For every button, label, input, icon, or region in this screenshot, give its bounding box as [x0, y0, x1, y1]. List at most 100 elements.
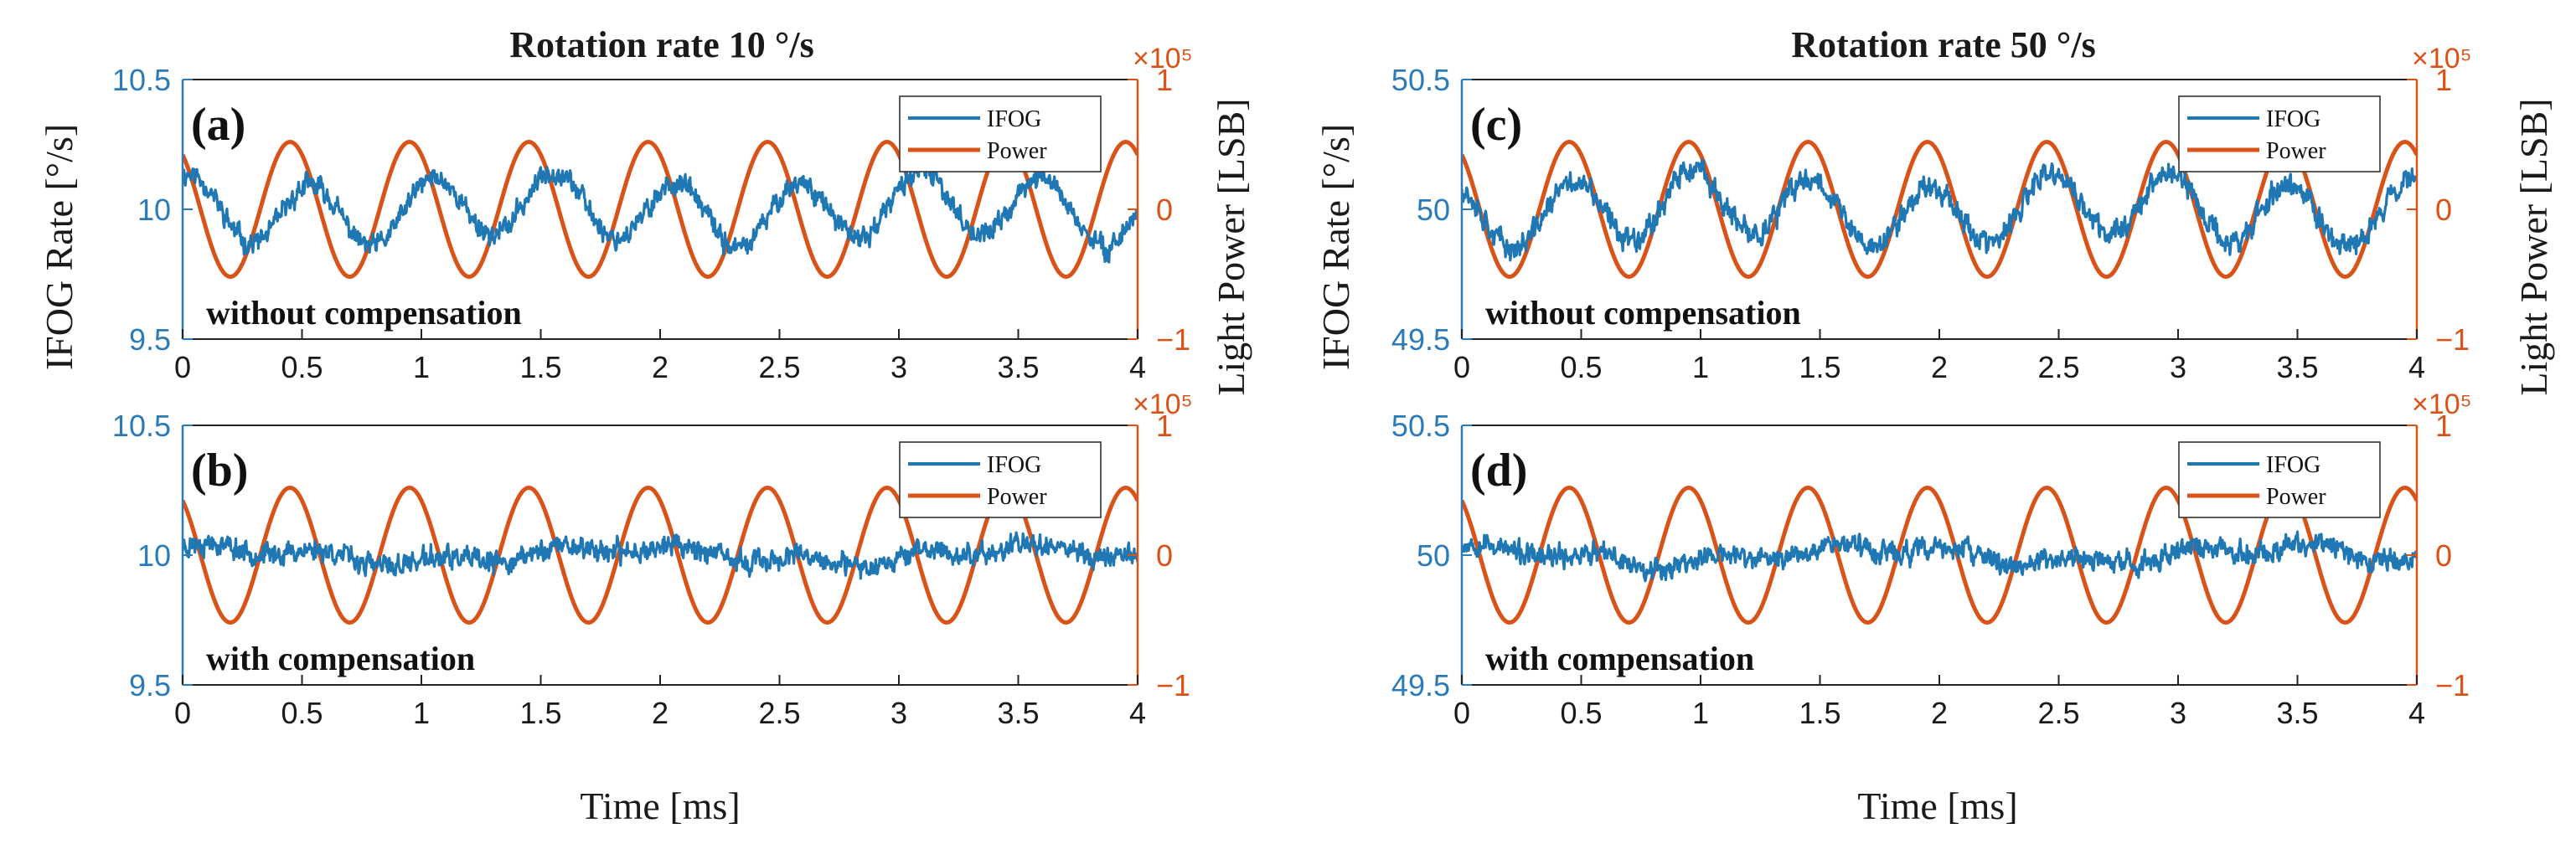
- right-ylabel-right-column: Light Power [LSB]: [2512, 98, 2555, 395]
- legend-power-label: Power: [987, 484, 1047, 510]
- panel-annotation: with compensation: [1485, 640, 1754, 677]
- legend-box: [2178, 441, 2381, 518]
- left-y-tick-label: 49.5: [1391, 668, 1450, 702]
- panel-label: (d): [1470, 445, 1527, 497]
- plot-area: [183, 139, 1138, 280]
- right-axis-exponent: ×10⁵: [1133, 389, 1193, 420]
- x-tick-label: 4: [2408, 350, 2425, 384]
- ifog-series-line: [1462, 158, 2417, 262]
- legend-ifog-label: IFOG: [987, 452, 1041, 478]
- right-y-tick-label: 0: [1156, 193, 1173, 227]
- legend-box: [2178, 95, 2381, 172]
- legend: IFOG Power: [2178, 441, 2381, 518]
- x-tick-label: 1.5: [519, 350, 561, 384]
- x-tick-label: 0.5: [1560, 350, 1602, 384]
- left-ylabel-left-column: IFOG Rate [°/s]: [38, 124, 80, 370]
- x-tick-label: 3: [2170, 350, 2186, 384]
- legend-power-label: Power: [2266, 484, 2326, 510]
- x-tick-label: 2: [1931, 350, 1948, 384]
- power-series-line: [183, 485, 1138, 625]
- panel-c: 0 0.5 1 1.5 2 2.5 3 3.5 449.55050.5−101×10⁵(c)wi…: [1391, 43, 2472, 384]
- left-column-title: Rotation rate 10 °/s: [509, 24, 813, 65]
- right-y-tick-label: 1: [1156, 409, 1173, 443]
- xlabel-left-column: Time [ms]: [580, 785, 740, 827]
- x-tick-label: 0.5: [281, 350, 323, 384]
- x-tick-label: 2.5: [2037, 696, 2079, 730]
- panel-annotation: with compensation: [206, 640, 475, 677]
- ifog-series-line: [1462, 530, 2417, 583]
- x-tick-label: 1.5: [1799, 696, 1840, 730]
- panel-label: (a): [191, 99, 245, 151]
- x-tick-label: 3.5: [2276, 350, 2318, 384]
- legend-box: [899, 441, 1102, 518]
- right-axis-exponent: ×10⁵: [1133, 43, 1193, 75]
- legend-box: [899, 95, 1102, 172]
- power-series-line: [183, 139, 1138, 280]
- legend-ifog-label: IFOG: [987, 106, 1041, 132]
- x-tick-label: 2: [652, 350, 669, 384]
- right-y-tick-label: −1: [1156, 322, 1190, 357]
- legend-ifog-label: IFOG: [2266, 106, 2320, 132]
- x-tick-label: 0: [1453, 696, 1470, 730]
- panel-label: (b): [191, 445, 248, 497]
- right-y-tick-label: 0: [1156, 538, 1173, 573]
- x-tick-label: 3: [891, 350, 907, 384]
- x-tick-label: 3.5: [997, 350, 1039, 384]
- x-tick-label: 3: [2170, 696, 2186, 730]
- plot-area: [183, 485, 1138, 625]
- legend: IFOG Power: [2178, 95, 2381, 172]
- left-y-tick-label: 50: [1417, 538, 1450, 573]
- panel-d: 0 0.5 1 1.5 2 2.5 3 3.5 449.55050.5−101×10⁵(d)wi…: [1391, 389, 2472, 730]
- x-tick-label: 2.5: [758, 350, 800, 384]
- right-y-tick-label: 1: [2435, 409, 2452, 443]
- left-y-tick-label: 50.5: [1391, 409, 1450, 443]
- right-ylabel-left-column: Light Power [LSB]: [1210, 98, 1252, 395]
- x-tick-label: 2.5: [2037, 350, 2079, 384]
- right-y-tick-label: −1: [2435, 668, 2470, 702]
- right-y-tick-label: −1: [1156, 668, 1190, 702]
- x-tick-label: 3: [891, 696, 907, 730]
- left-y-tick-label: 10: [137, 193, 171, 227]
- left-y-tick-label: 50.5: [1391, 63, 1450, 97]
- left-y-tick-label: 10.5: [112, 409, 171, 443]
- x-tick-label: 0.5: [1560, 696, 1602, 730]
- left-y-tick-label: 9.5: [129, 322, 171, 357]
- x-tick-label: 2.5: [758, 696, 800, 730]
- x-tick-label: 0: [1453, 350, 1470, 384]
- left-y-tick-label: 10: [137, 538, 171, 573]
- x-tick-label: 1: [413, 350, 430, 384]
- panel-b: 0 0.5 1 1.5 2 2.5 3 3.5 49.51010.5−101×10⁵(b)wit…: [112, 389, 1193, 730]
- x-tick-label: 1: [413, 696, 430, 730]
- right-y-tick-label: 0: [2435, 538, 2452, 573]
- plot-area: [1462, 485, 2417, 625]
- left-y-tick-label: 10.5: [112, 63, 171, 97]
- legend: IFOG Power: [899, 95, 1102, 172]
- right-column-title: Rotation rate 50 °/s: [1791, 24, 2095, 65]
- panel-annotation: without compensation: [1485, 294, 1801, 332]
- x-tick-label: 2: [652, 696, 669, 730]
- x-tick-label: 3.5: [2276, 696, 2318, 730]
- x-tick-label: 2: [1931, 696, 1948, 730]
- right-y-tick-label: −1: [2435, 322, 2470, 357]
- left-ylabel-right-column: IFOG Rate [°/s]: [1314, 124, 1357, 370]
- x-tick-label: 0.5: [281, 696, 323, 730]
- x-tick-label: 1.5: [519, 696, 561, 730]
- x-tick-label: 1: [1692, 350, 1709, 384]
- right-y-tick-label: 1: [1156, 63, 1173, 97]
- x-tick-label: 1: [1692, 696, 1709, 730]
- x-tick-label: 0: [174, 350, 191, 384]
- legend-power-label: Power: [2266, 138, 2326, 164]
- ifog-series-line: [183, 531, 1138, 580]
- x-tick-label: 3.5: [997, 696, 1039, 730]
- right-y-tick-label: 0: [2435, 193, 2452, 227]
- right-axis-exponent: ×10⁵: [2412, 43, 2472, 75]
- xlabel-right-column: Time [ms]: [1857, 785, 2017, 827]
- panel-annotation: without compensation: [206, 294, 522, 332]
- legend-power-label: Power: [987, 138, 1047, 164]
- x-tick-label: 4: [1129, 696, 1146, 730]
- panel-a: 0 0.5 1 1.5 2 2.5 3 3.5 49.51010.5−101×10⁵(a)wit…: [112, 43, 1193, 384]
- x-tick-label: 4: [2408, 696, 2425, 730]
- x-tick-label: 4: [1129, 350, 1146, 384]
- left-y-tick-label: 9.5: [129, 668, 171, 702]
